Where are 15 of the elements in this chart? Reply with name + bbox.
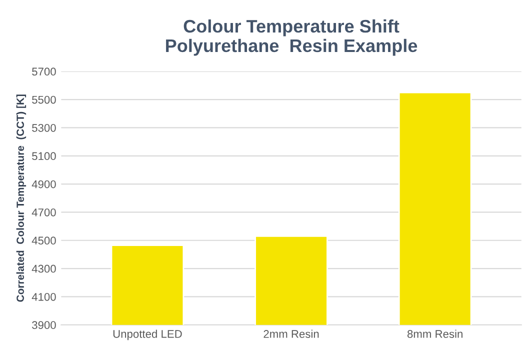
x-tick-label: 2mm Resin xyxy=(264,330,319,338)
y-tick-label: 4300 xyxy=(32,264,56,273)
y-tick-label: 4900 xyxy=(32,180,56,188)
x-tick-label: Unpotted LED xyxy=(113,330,182,340)
y-tick-label: 5300 xyxy=(32,124,56,132)
y-tick-label: 5100 xyxy=(32,152,56,160)
chart-title: Colour Temperature Shift Polyurethane Resin Example xyxy=(166,19,418,56)
y-tick-label: 5700 xyxy=(32,68,56,76)
y-tick-label: 4100 xyxy=(32,292,56,301)
y-tick-label: 5500 xyxy=(32,96,56,104)
y-tick-label: 4700 xyxy=(32,208,56,216)
y-tick-label: 4500 xyxy=(32,236,56,245)
x-tick-label: 8mm Resin xyxy=(407,330,462,338)
y-tick-label: 3900 xyxy=(32,321,56,330)
y-axis-title: Correlated Colour Temperature (CCT) [K] xyxy=(16,94,26,302)
